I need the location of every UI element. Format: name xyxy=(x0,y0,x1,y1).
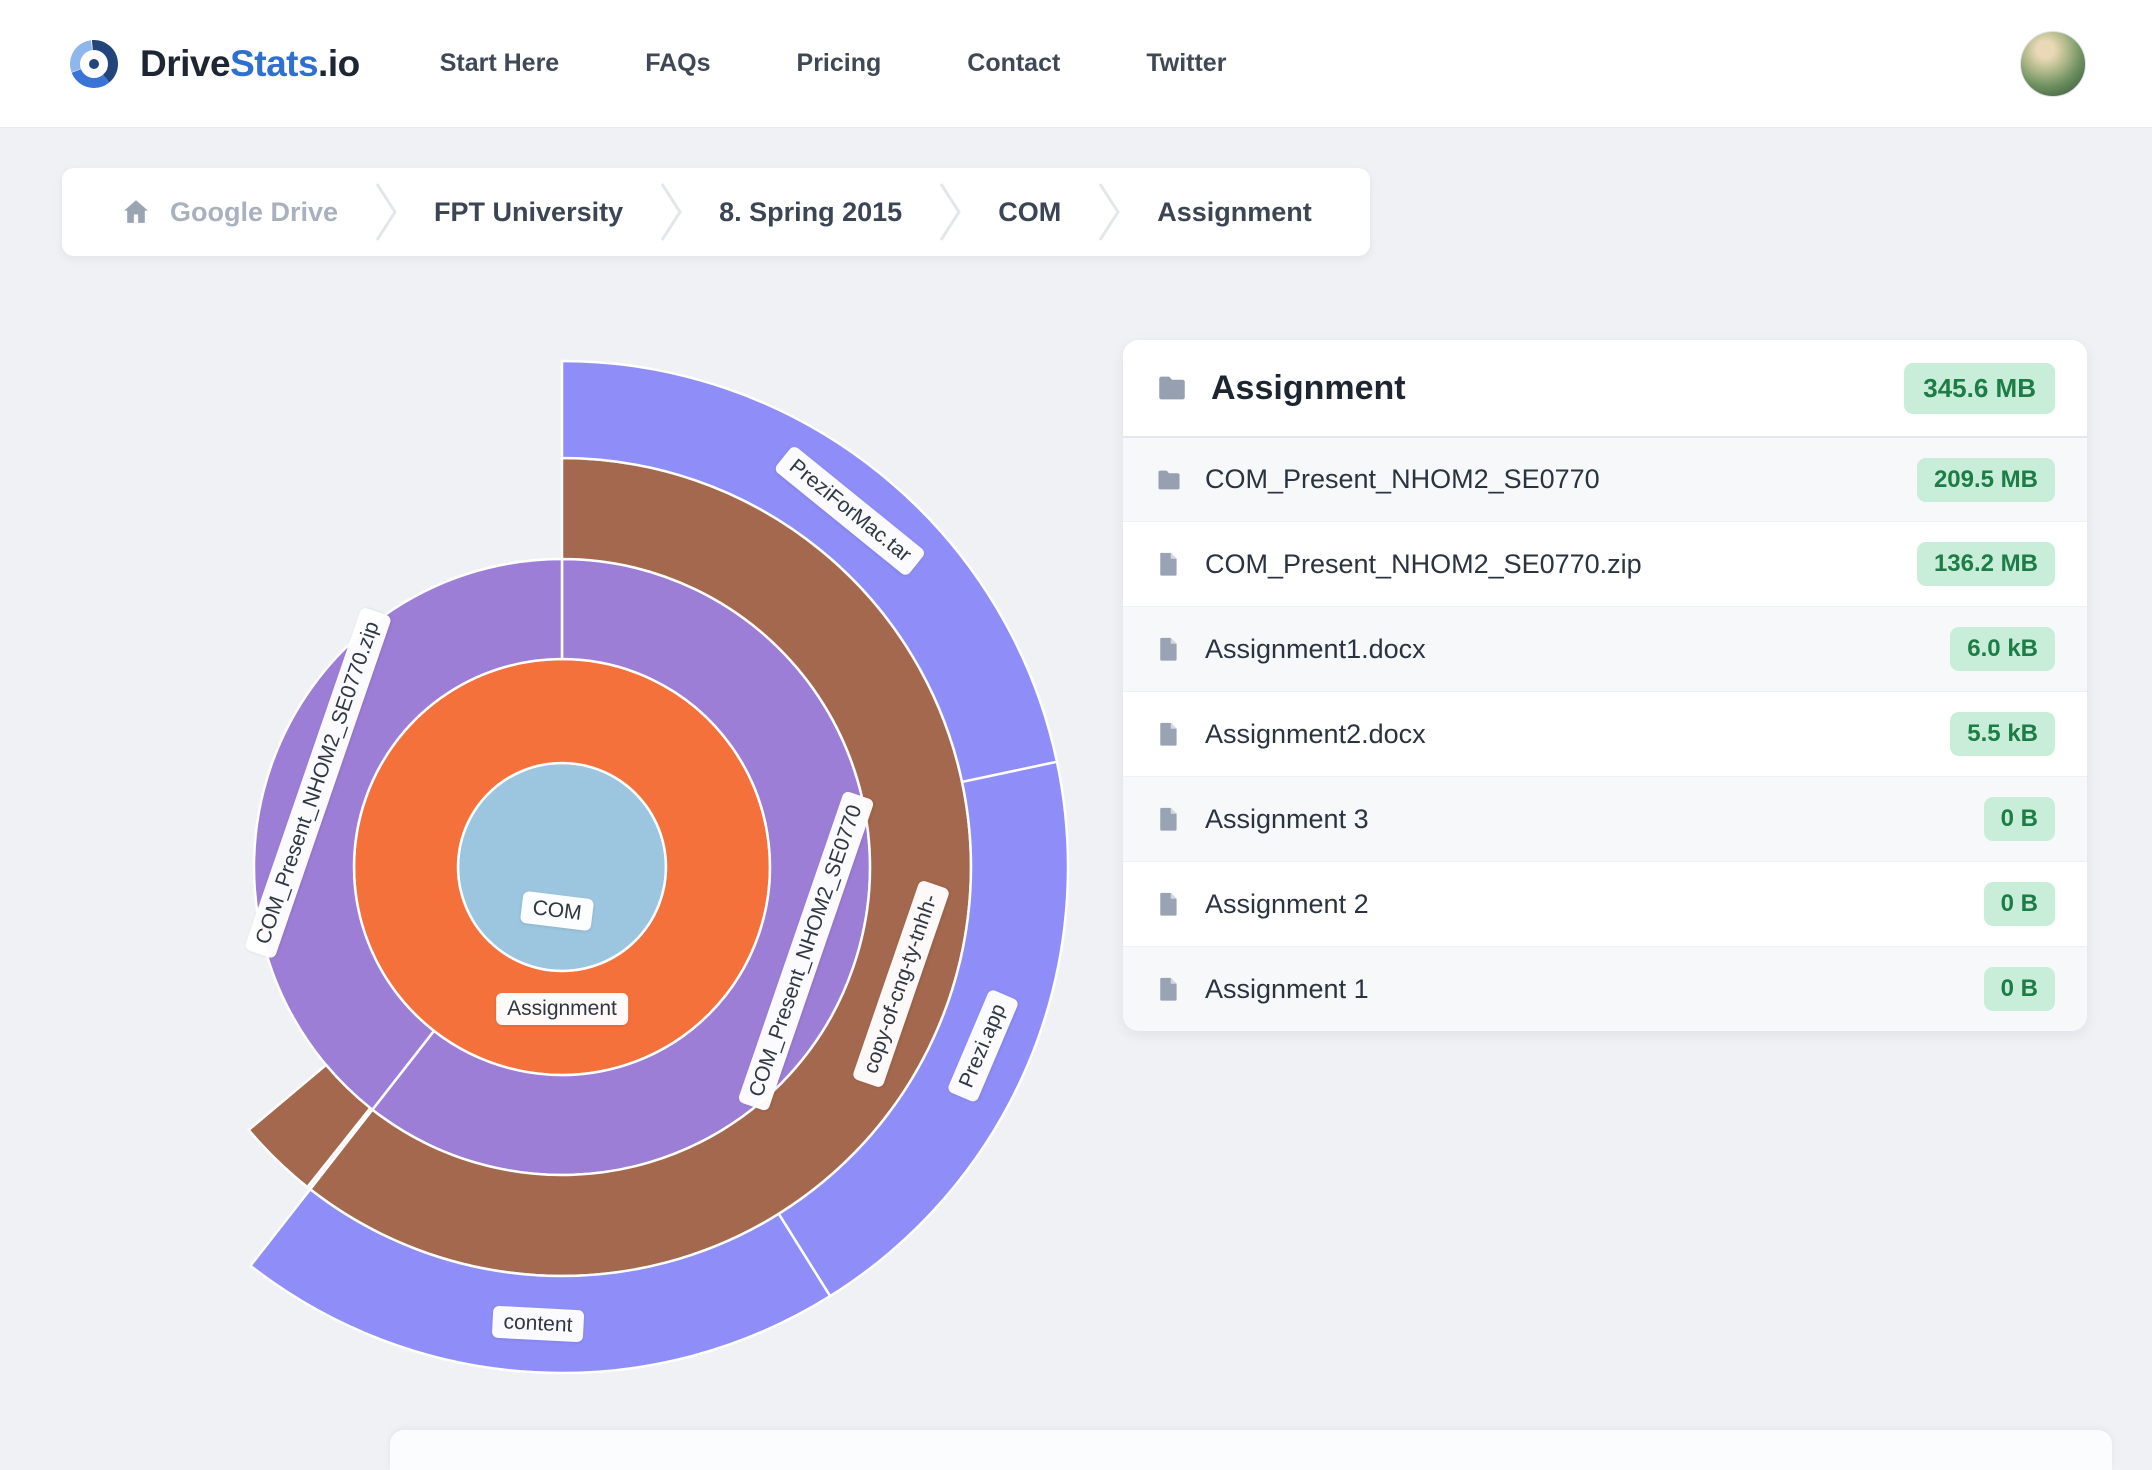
breadcrumb-label: FPT University xyxy=(434,196,624,227)
file-row[interactable]: Assignment 1 0 B xyxy=(1123,946,2087,1031)
file-name: COM_Present_NHOM2_SE0770 xyxy=(1205,464,1600,494)
sunburst-segment[interactable] xyxy=(248,1187,832,1375)
file-size-badge: 136.2 MB xyxy=(1916,542,2055,586)
nav-link-pricing[interactable]: Pricing xyxy=(796,49,882,77)
file-row[interactable]: Assignment 2 0 B xyxy=(1123,861,2087,946)
file-name: Assignment 3 xyxy=(1205,803,1369,834)
breadcrumb: Google Drive FPT University 8. Spring 20… xyxy=(62,168,1370,256)
brand[interactable]: DriveStats.io xyxy=(66,36,360,92)
breadcrumb-item-google-drive[interactable]: Google Drive xyxy=(88,196,370,228)
chevron-separator-icon xyxy=(660,183,682,241)
avatar[interactable] xyxy=(2020,30,2086,97)
folder-icon xyxy=(1159,376,1185,400)
file-size-badge: 0 B xyxy=(1983,882,2055,926)
file-icon xyxy=(1160,552,1177,576)
nav-link-twitter[interactable]: Twitter xyxy=(1146,49,1227,77)
chevron-separator-icon xyxy=(1098,183,1120,241)
chevron-separator-icon xyxy=(375,183,397,241)
breadcrumb-item-spring-2015[interactable]: 8. Spring 2015 xyxy=(687,197,934,228)
file-panel-header: Assignment 345.6 MB xyxy=(1123,340,2087,436)
sunburst-chart-container: Assignment COM_Present_NHOM2_SE0770 COM_Pr… xyxy=(42,347,1082,1387)
file-list: COM_Present_NHOM2_SE0770 209.5 MB COM_Pres… xyxy=(1123,436,2087,1031)
brand-logo-icon xyxy=(69,39,118,88)
file-row[interactable]: Assignment2.docx 5.5 kB xyxy=(1123,691,2087,776)
chevron-separator-icon xyxy=(939,183,961,241)
header: DriveStats.io Start Here FAQs Pricing Co… xyxy=(0,0,2152,128)
file-name: Assignment 2 xyxy=(1205,888,1369,919)
nav-link-contact[interactable]: Contact xyxy=(967,49,1061,77)
sunburst-chart xyxy=(246,359,1070,1375)
file-size-badge: 0 B xyxy=(1983,797,2055,841)
home-icon xyxy=(124,200,148,223)
file-size-badge: 0 B xyxy=(1983,967,2055,1011)
file-icon xyxy=(1160,637,1177,661)
file-row[interactable]: COM_Present_NHOM2_SE0770 209.5 MB xyxy=(1123,436,2087,521)
file-row[interactable]: Assignment1.docx 6.0 kB xyxy=(1123,606,2087,691)
file-row[interactable]: Assignment 3 0 B xyxy=(1123,776,2087,861)
breadcrumb-label: 8. Spring 2015 xyxy=(719,196,903,227)
panel-title: Assignment xyxy=(1211,368,1406,407)
file-size-badge: 5.5 kB xyxy=(1950,712,2055,756)
brand-name: DriveStats.io xyxy=(140,42,360,84)
file-icon xyxy=(1160,807,1177,831)
main-nav: Start Here FAQs Pricing Contact Twitter xyxy=(440,49,1227,78)
file-size-badge: 6.0 kB xyxy=(1950,627,2055,671)
nav-link-faqs[interactable]: FAQs xyxy=(645,49,711,77)
file-name: Assignment2.docx xyxy=(1205,718,1426,749)
file-row[interactable]: COM_Present_NHOM2_SE0770.zip 136.2 MB xyxy=(1123,521,2087,606)
breadcrumb-item-assignment[interactable]: Assignment xyxy=(1125,197,1344,228)
breadcrumb-item-com[interactable]: COM xyxy=(966,197,1093,228)
total-size-badge: 345.6 MB xyxy=(1904,362,2055,414)
file-icon xyxy=(1160,892,1177,916)
bottom-panel xyxy=(390,1430,2112,1470)
sunburst-segment[interactable] xyxy=(246,1063,373,1189)
file-size-badge: 209.5 MB xyxy=(1916,457,2055,502)
file-name: COM_Present_NHOM2_SE0770.zip xyxy=(1205,548,1642,579)
breadcrumb-label: Google Drive xyxy=(170,196,339,227)
file-name: Assignment1.docx xyxy=(1205,633,1426,664)
breadcrumb-label: Assignment xyxy=(1157,196,1312,227)
folder-icon xyxy=(1158,470,1180,489)
breadcrumb-item-fpt-university[interactable]: FPT University xyxy=(402,197,655,228)
file-panel: Assignment 345.6 MB COM_Present_NHOM2_SE… xyxy=(1123,340,2087,1031)
file-name: Assignment 1 xyxy=(1205,973,1369,1004)
file-icon xyxy=(1160,722,1177,746)
file-icon xyxy=(1160,977,1177,1001)
nav-link-start-here[interactable]: Start Here xyxy=(439,49,560,77)
breadcrumb-label: COM xyxy=(998,196,1062,227)
